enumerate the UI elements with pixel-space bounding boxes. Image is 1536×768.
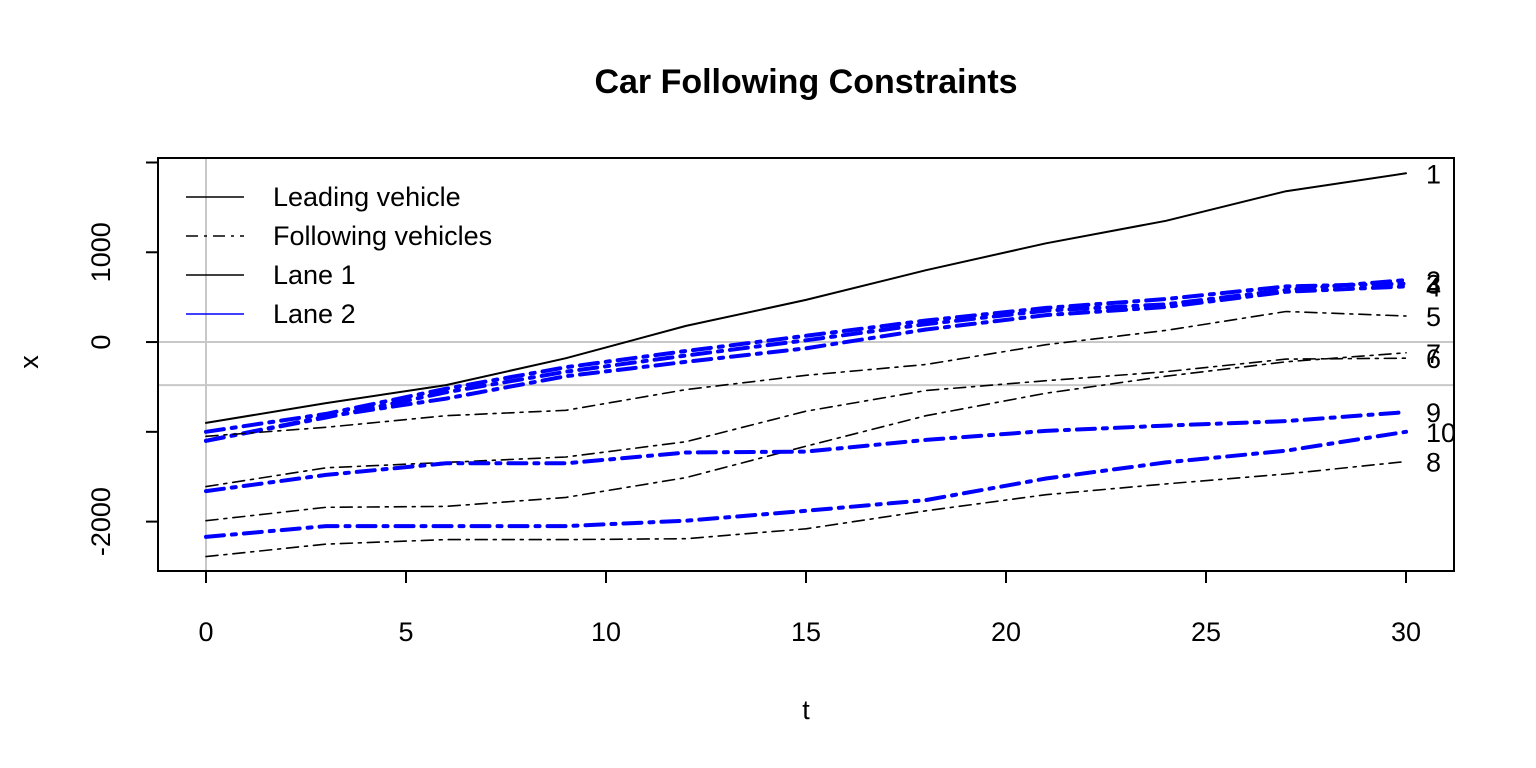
series-line-3 (204, 281, 1408, 434)
x-tick-label-0: 0 (198, 617, 213, 647)
legend-label-2: Lane 1 (273, 260, 356, 290)
series-line-4 (204, 284, 1408, 443)
x-tick-label-20: 20 (991, 617, 1021, 647)
x-tick-label-10: 10 (591, 617, 621, 647)
x-tick-label-30: 30 (1391, 617, 1421, 647)
series-layer (204, 172, 1408, 558)
legend-label-3: Lane 2 (273, 299, 356, 329)
x-tick-label-5: 5 (398, 617, 413, 647)
end-label-4: 4 (1426, 272, 1441, 302)
end-label-1: 1 (1426, 159, 1441, 189)
grid-layer (158, 158, 1454, 571)
legend: Leading vehicle Following vehicles Lane 1 L… (186, 182, 492, 329)
series-line-10 (204, 429, 1408, 539)
end-label-3: 3 (1426, 270, 1441, 300)
x-axis-label: t (802, 695, 810, 725)
x-tick-label-25: 25 (1191, 617, 1221, 647)
end-label-7: 7 (1426, 339, 1441, 369)
series-line-1 (205, 172, 1407, 424)
series-line-8 (205, 460, 1407, 558)
end-label-8: 8 (1426, 447, 1441, 477)
series-line-7 (205, 351, 1407, 522)
series-line-9 (204, 410, 1408, 494)
x-tick-label-15: 15 (791, 617, 821, 647)
legend-label-1: Following vehicles (273, 221, 492, 251)
y-axis-label: x (14, 355, 44, 369)
end-label-2: 2 (1426, 266, 1441, 296)
end-label-5: 5 (1426, 302, 1441, 332)
chart-title: Car Following Constraints (594, 63, 1017, 101)
y-tick-label-0: 0 (86, 335, 116, 350)
series-line-5 (205, 310, 1407, 438)
end-label-10: 10 (1426, 418, 1456, 448)
legend-label-0: Leading vehicle (273, 182, 461, 212)
axes-layer: 0 5 10 15 20 25 30 -2000 0 1000 (86, 161, 1421, 647)
series-line-6 (205, 357, 1407, 488)
y-tick-label-1000: 1000 (86, 222, 116, 282)
end-label-9: 9 (1426, 398, 1441, 428)
series-line-2 (204, 278, 1408, 443)
y-tick-label--2000: -2000 (86, 487, 116, 556)
plot-frame (157, 157, 1455, 572)
end-label-6: 6 (1426, 344, 1441, 374)
